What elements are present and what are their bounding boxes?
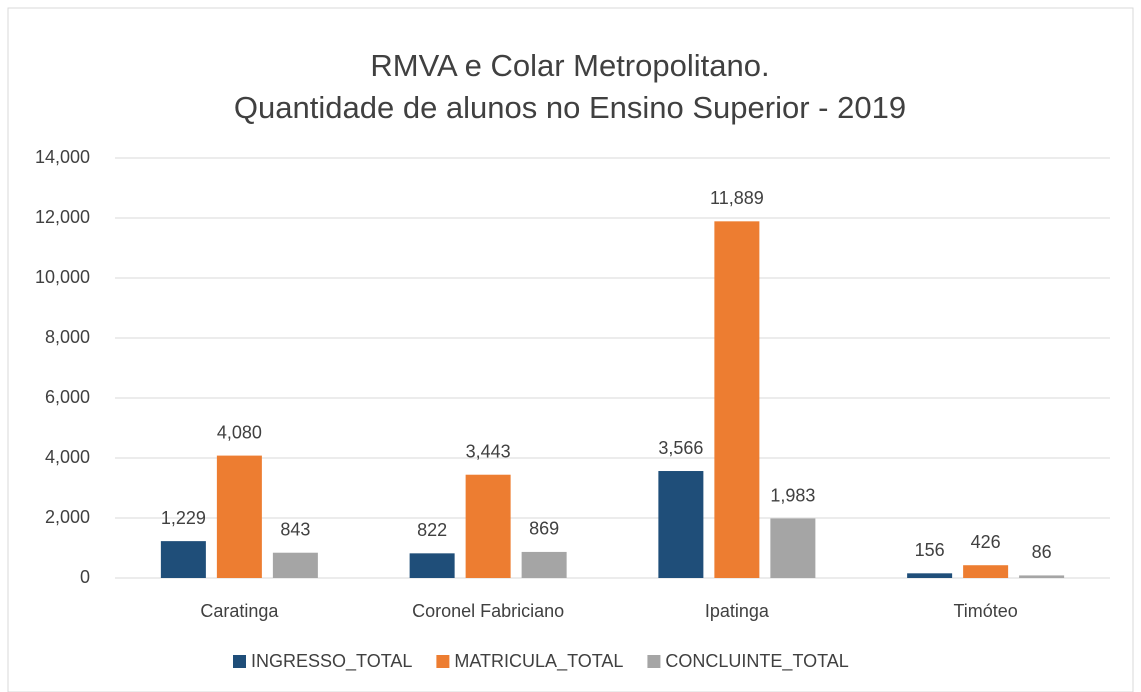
legend-swatch	[436, 655, 450, 668]
y-tick-label: 12,000	[35, 207, 90, 227]
data-label: 11,889	[710, 188, 764, 208]
y-tick-label: 0	[80, 567, 90, 587]
bar	[714, 221, 760, 578]
chart-title: Quantidade de alunos no Ensino Superior …	[234, 90, 906, 125]
bar	[907, 573, 953, 578]
y-tick-label: 14,000	[35, 147, 90, 167]
bar	[216, 455, 262, 578]
legend-label: CONCLUINTE_TOTAL	[665, 651, 848, 672]
legend-label: INGRESSO_TOTAL	[251, 651, 412, 672]
legend-swatch	[647, 655, 661, 668]
data-label: 843	[280, 519, 310, 539]
data-label: 869	[529, 519, 559, 539]
data-label: 822	[417, 520, 447, 540]
bar	[963, 565, 1009, 578]
data-label: 86	[1032, 542, 1052, 562]
bar	[272, 552, 318, 578]
x-tick-label: Ipatinga	[705, 601, 770, 621]
x-tick-label: Coronel Fabriciano	[412, 601, 564, 621]
data-label: 156	[915, 540, 945, 560]
bar	[409, 553, 455, 578]
y-tick-label: 10,000	[35, 267, 90, 287]
y-tick-label: 4,000	[45, 447, 90, 467]
legend-label: MATRICULA_TOTAL	[454, 651, 623, 672]
data-label: 426	[971, 532, 1001, 552]
data-label: 3,566	[658, 438, 703, 458]
x-tick-label: Timóteo	[953, 601, 1017, 621]
data-label: 1,229	[161, 508, 206, 528]
chart-title: RMVA e Colar Metropolitano.	[370, 48, 769, 83]
y-tick-label: 2,000	[45, 507, 90, 527]
y-tick-label: 8,000	[45, 327, 90, 347]
bar	[658, 471, 704, 578]
data-label: 3,443	[466, 441, 511, 461]
legend-swatch	[233, 655, 246, 668]
bar	[770, 518, 816, 578]
x-tick-label: Caratinga	[200, 601, 279, 621]
data-label: 4,080	[217, 422, 262, 442]
bar	[1019, 575, 1065, 578]
bar	[465, 474, 511, 578]
data-label: 1,983	[770, 485, 815, 505]
bar	[521, 551, 567, 578]
bar	[160, 541, 206, 578]
y-tick-label: 6,000	[45, 387, 90, 407]
